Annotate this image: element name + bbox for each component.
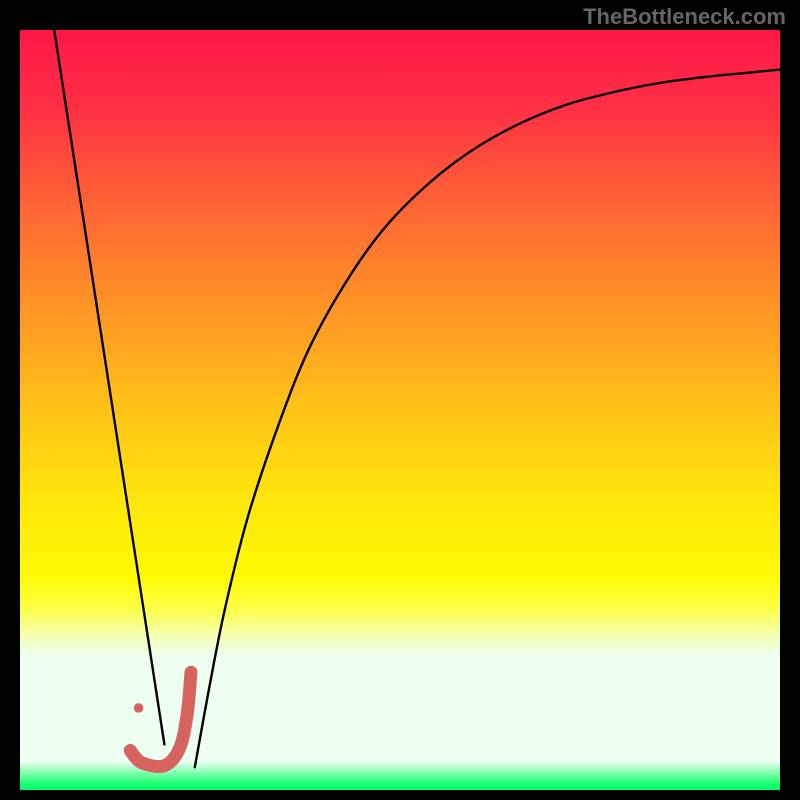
optimal-marker-dot bbox=[134, 703, 144, 713]
watermark-text: TheBottleneck.com bbox=[583, 4, 786, 30]
bottleneck-chart bbox=[20, 30, 780, 790]
chart-background-gradient bbox=[20, 30, 780, 790]
